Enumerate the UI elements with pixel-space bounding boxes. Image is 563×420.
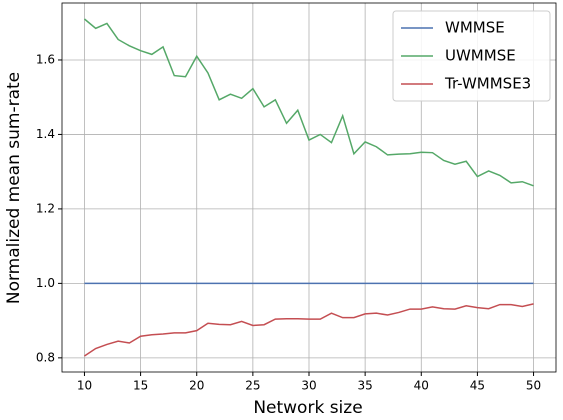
y-tick-label: 1.0: [36, 276, 55, 290]
x-tick-label: 10: [77, 379, 92, 393]
x-tick-label: 30: [301, 379, 316, 393]
x-axis-label: Network size: [253, 398, 362, 418]
series-line: [83, 18, 534, 187]
x-tick-label: 35: [357, 379, 372, 393]
x-tick-label: 20: [189, 379, 204, 393]
x-tick-label: 45: [470, 379, 485, 393]
x-tick-label: 50: [526, 379, 541, 393]
x-tick-label: 15: [133, 379, 148, 393]
y-tick-label: 1.6: [36, 52, 55, 66]
legend-label: Tr-WMMSE3: [444, 75, 531, 93]
y-tick-label: 1.2: [36, 201, 55, 215]
legend-label: UWMMSE: [445, 47, 516, 65]
plot-frame: [61, 2, 557, 373]
legend-box: [392, 10, 551, 102]
y-tick-label: 1.4: [36, 127, 55, 141]
y-axis-label: Normalized mean sum-rate: [4, 72, 24, 304]
legend-label: WMMSE: [445, 19, 505, 37]
y-tick-label: 0.8: [36, 350, 55, 364]
series-line: [84, 303, 534, 357]
x-tick-label: 40: [414, 379, 429, 393]
x-tick-label: 25: [245, 379, 260, 393]
